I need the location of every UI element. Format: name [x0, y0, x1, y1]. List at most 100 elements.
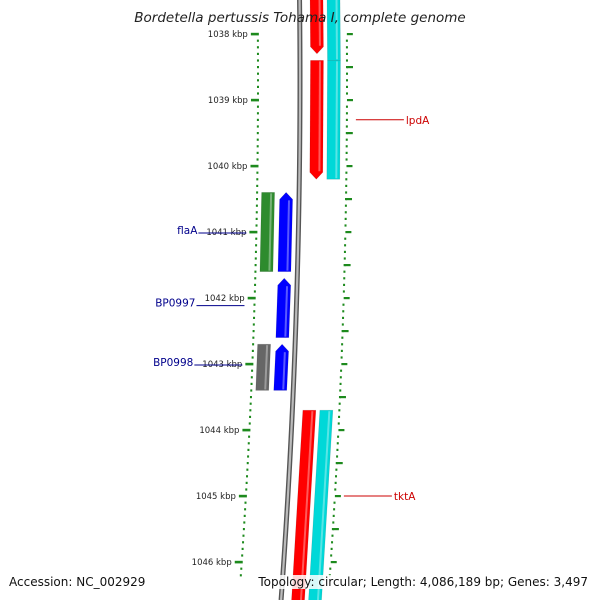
minor-tick	[242, 528, 245, 531]
minor-tick	[252, 330, 255, 333]
half-tick	[346, 33, 353, 36]
minor-tick	[332, 514, 335, 517]
gene-label-bp0998: BP0998	[153, 357, 193, 369]
backbone-layer	[278, 0, 303, 600]
minor-tick	[256, 66, 259, 69]
half-tick	[332, 528, 339, 531]
tick-label: 1045 kbp	[196, 492, 236, 502]
minor-tick	[255, 244, 258, 247]
forward-cds-feature	[309, 0, 324, 55]
minor-tick	[256, 132, 259, 135]
half-tick	[346, 198, 353, 201]
major-tick	[238, 494, 247, 498]
minor-tick	[249, 402, 252, 405]
minor-tick	[334, 481, 337, 484]
minor-tick	[256, 198, 259, 201]
minor-tick	[251, 356, 254, 359]
minor-tick	[343, 283, 346, 286]
minor-tick	[345, 105, 348, 108]
minor-tick	[256, 92, 259, 95]
feature-sheen	[318, 61, 321, 172]
minor-tick	[246, 468, 249, 471]
minor-tick	[336, 448, 339, 451]
minor-tick	[253, 310, 256, 313]
minor-tick	[345, 46, 348, 49]
minor-tick	[246, 462, 249, 465]
minor-tick	[248, 435, 251, 438]
minor-tick	[255, 217, 258, 220]
minor-tick	[245, 481, 248, 484]
major-tick	[245, 362, 254, 366]
forward-cds-feature	[291, 409, 317, 600]
minor-tick	[336, 442, 339, 445]
minor-tick	[241, 554, 244, 557]
feature-layer	[255, 0, 341, 600]
minor-tick	[342, 290, 345, 293]
minor-tick	[343, 257, 346, 260]
minor-tick	[340, 356, 343, 359]
minor-tick	[339, 382, 342, 385]
label-layer: lpdA flaA BP0997 BP0998 tktA	[153, 115, 430, 503]
minor-tick	[253, 303, 256, 306]
minor-tick	[339, 376, 342, 379]
minor-tick	[330, 547, 333, 550]
half-tick	[345, 231, 352, 234]
minor-tick	[245, 488, 248, 491]
minor-tick	[256, 151, 259, 154]
minor-tick	[345, 92, 348, 95]
minor-tick	[256, 125, 259, 128]
minor-tick	[338, 409, 341, 412]
minor-tick	[345, 52, 348, 55]
minor-tick	[242, 541, 245, 544]
half-tick	[339, 396, 346, 399]
minor-tick	[333, 508, 336, 511]
minor-tick	[345, 191, 348, 194]
minor-tick	[256, 46, 259, 49]
gene-label-flaa: flaA	[177, 225, 198, 237]
minor-tick	[344, 244, 347, 247]
minor-tick	[254, 277, 257, 280]
minor-tick	[345, 151, 348, 154]
minor-tick	[256, 72, 259, 75]
minor-tick	[333, 501, 336, 504]
minor-tick	[344, 204, 347, 207]
minor-tick	[246, 475, 249, 478]
minor-tick	[334, 488, 337, 491]
minor-tick	[335, 468, 338, 471]
minor-tick	[331, 541, 334, 544]
minor-tick	[341, 323, 344, 326]
half-tick	[338, 429, 345, 432]
minor-tick	[250, 376, 253, 379]
minor-tick	[256, 118, 259, 121]
minor-tick	[247, 455, 250, 458]
forward-rna-feature	[308, 409, 334, 600]
forward-rna-feature	[326, 60, 341, 180]
tick-label: 1040 kbp	[207, 162, 247, 172]
minor-tick	[249, 409, 252, 412]
minor-tick	[342, 310, 345, 313]
minor-tick	[255, 204, 258, 207]
feature-sheen	[299, 411, 314, 600]
minor-tick	[344, 224, 347, 227]
half-tick	[341, 363, 348, 366]
minor-tick	[254, 257, 257, 260]
reverse-outer-feature	[259, 192, 275, 272]
minor-tick	[256, 178, 259, 181]
half-tick	[343, 297, 350, 300]
minor-tick	[249, 396, 252, 399]
reverse-inner-feature	[277, 191, 293, 272]
tick-label: 1046 kbp	[192, 558, 232, 568]
minor-tick	[345, 178, 348, 181]
minor-tick	[256, 39, 259, 42]
feature-sheen	[268, 193, 273, 271]
minor-tick	[250, 389, 253, 392]
minor-tick	[335, 475, 338, 478]
minor-tick	[252, 336, 255, 339]
minor-tick	[254, 283, 257, 286]
backbone-line	[279, 0, 302, 600]
minor-tick	[340, 369, 343, 372]
minor-tick	[345, 72, 348, 75]
minor-tick	[244, 508, 247, 511]
minor-tick	[339, 389, 342, 392]
minor-tick	[345, 85, 348, 88]
